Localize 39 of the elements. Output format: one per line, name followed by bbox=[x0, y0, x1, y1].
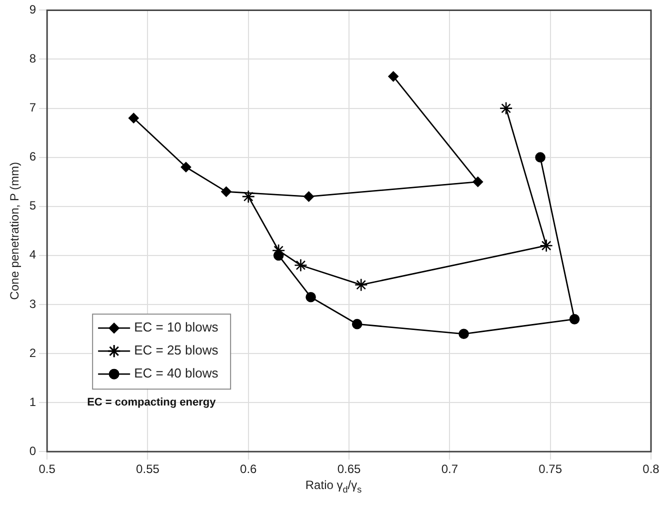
x-tick-label: 0.5 bbox=[38, 462, 56, 476]
x-tick-label: 0.55 bbox=[136, 462, 160, 476]
point bbox=[242, 190, 256, 204]
point bbox=[569, 314, 580, 324]
point bbox=[128, 112, 139, 124]
point bbox=[458, 328, 469, 340]
legend-label: EC = 25 blows bbox=[134, 342, 219, 358]
point bbox=[180, 162, 192, 172]
y-tick-label: 6 bbox=[29, 150, 36, 164]
point bbox=[499, 102, 513, 115]
y-tick-label: 9 bbox=[29, 2, 36, 17]
point bbox=[304, 191, 314, 202]
point bbox=[535, 152, 546, 162]
y-tick-label: 7 bbox=[29, 100, 36, 115]
point bbox=[306, 292, 316, 302]
point bbox=[354, 278, 368, 292]
x-tick-label: 0.7 bbox=[441, 462, 458, 476]
y-tick-label: 2 bbox=[29, 346, 36, 360]
point bbox=[221, 186, 232, 197]
point bbox=[352, 318, 362, 330]
point bbox=[540, 238, 553, 252]
x-tick-label: 0.65 bbox=[337, 462, 362, 476]
y-tick-label: 8 bbox=[29, 52, 36, 66]
x-tick-label: 0.6 bbox=[240, 462, 258, 476]
y-tick-label: 4 bbox=[29, 248, 36, 262]
point bbox=[388, 71, 398, 82]
x-tick-label: 0.8 bbox=[642, 462, 660, 476]
y-tick-label: 5 bbox=[29, 198, 36, 213]
annotation: EC = compacting energy bbox=[87, 396, 217, 409]
y-tick-label: 3 bbox=[29, 296, 36, 311]
legend-label: EC = 40 blows bbox=[134, 366, 219, 381]
y-axis-title: Cone penetration, P (mm) bbox=[8, 162, 22, 300]
x-tick-label: 0.75 bbox=[538, 462, 562, 476]
x-axis-title: Ratio γ$_{d}$/γ$_{s}$ bbox=[304, 478, 363, 494]
legend-label: EC = 10 blows bbox=[134, 320, 219, 335]
point bbox=[294, 258, 308, 272]
y-tick-label: 1 bbox=[29, 394, 36, 409]
y-tick-label: 0 bbox=[29, 444, 36, 458]
point bbox=[472, 176, 484, 188]
